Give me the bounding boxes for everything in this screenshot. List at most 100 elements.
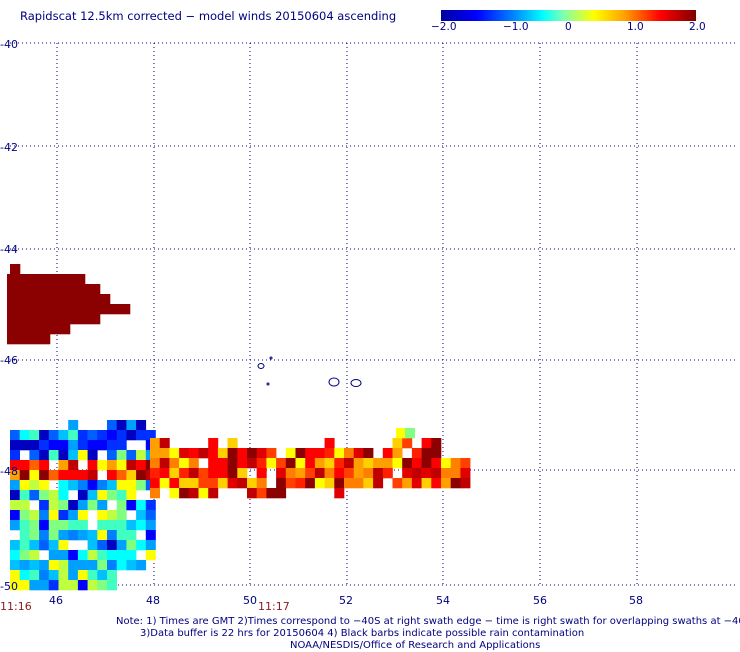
wind-cell xyxy=(65,274,86,285)
wind-cell xyxy=(136,560,147,571)
wind-cell xyxy=(97,570,108,581)
wind-cell xyxy=(19,430,30,441)
wind-cell xyxy=(48,440,59,451)
wind-cell xyxy=(295,458,306,469)
wind-cell xyxy=(58,450,69,461)
wind-cell xyxy=(116,530,127,541)
wind-cell xyxy=(150,468,160,479)
wind-cell xyxy=(10,450,20,461)
wind-cell xyxy=(145,430,156,441)
wind-cell xyxy=(39,520,50,531)
wind-cell xyxy=(305,458,316,469)
wind-cell xyxy=(159,458,170,469)
wind-cell xyxy=(247,458,257,469)
wind-cell xyxy=(39,580,50,591)
wind-cell xyxy=(19,580,30,591)
wind-cell xyxy=(169,448,180,459)
wind-cell xyxy=(7,284,101,295)
wind-cell xyxy=(334,478,345,489)
wind-cell xyxy=(460,458,471,469)
wind-cell xyxy=(145,540,156,551)
wind-cell xyxy=(353,478,364,489)
wind-cell xyxy=(48,560,59,571)
wind-cell xyxy=(116,500,127,511)
wind-cell xyxy=(314,478,325,489)
wind-cell xyxy=(411,478,422,489)
wind-cell xyxy=(10,510,20,521)
wind-cell xyxy=(344,478,354,489)
wind-cell xyxy=(19,540,30,551)
rain-contour xyxy=(350,379,362,387)
wind-cell xyxy=(179,448,190,459)
wind-cell xyxy=(217,458,228,469)
wind-cell xyxy=(87,490,98,501)
wind-cell xyxy=(7,294,111,305)
wind-cell xyxy=(68,460,79,471)
wind-cell xyxy=(10,264,21,275)
wind-cell xyxy=(295,478,306,489)
wind-cell xyxy=(411,468,422,479)
wind-cell xyxy=(382,448,393,459)
wind-cell xyxy=(116,490,127,501)
wind-cell xyxy=(441,458,451,469)
wind-cell xyxy=(19,480,30,491)
time-label: 11:17 xyxy=(258,600,290,613)
wind-cell xyxy=(116,470,127,481)
wind-cell xyxy=(217,468,228,479)
wind-cell xyxy=(411,448,422,459)
wind-cell xyxy=(402,478,413,489)
wind-cell xyxy=(266,488,277,499)
lat-label: -44 xyxy=(0,243,18,256)
wind-cell xyxy=(48,490,59,501)
wind-cell xyxy=(107,520,117,531)
wind-cell xyxy=(39,510,50,521)
wind-cell xyxy=(247,478,257,489)
wind-cell xyxy=(208,458,219,469)
wind-cell xyxy=(97,560,108,571)
wind-cell xyxy=(126,460,137,471)
wind-cell xyxy=(10,430,20,441)
lat-lon-grid xyxy=(10,42,735,587)
wind-cell xyxy=(39,480,50,491)
wind-cell xyxy=(10,480,20,491)
wind-cell xyxy=(136,460,147,471)
wind-cell xyxy=(87,570,98,581)
wind-cell xyxy=(48,510,59,521)
wind-cell xyxy=(208,468,219,479)
wind-cell xyxy=(87,500,98,511)
wind-cell xyxy=(19,490,30,501)
wind-cell xyxy=(150,488,160,499)
wind-cell xyxy=(48,500,59,511)
wind-cell xyxy=(97,530,108,541)
wind-cell xyxy=(10,550,20,561)
wind-cell xyxy=(7,334,51,345)
wind-cell xyxy=(276,468,287,479)
rain-contours xyxy=(257,356,362,387)
wind-cell xyxy=(285,478,296,489)
wind-cell xyxy=(10,440,20,451)
wind-cell xyxy=(39,430,50,441)
wind-cell xyxy=(97,460,108,471)
wind-cell xyxy=(237,448,248,459)
wind-cell xyxy=(29,520,40,531)
wind-cell xyxy=(39,490,50,501)
wind-cell xyxy=(68,570,79,581)
lon-label: 58 xyxy=(629,594,643,607)
wind-cell xyxy=(116,560,127,571)
wind-cell xyxy=(19,550,30,561)
wind-cell xyxy=(169,468,180,479)
wind-cell xyxy=(19,500,30,511)
wind-cell xyxy=(324,438,335,449)
map-title: Rapidscat 12.5km corrected − model winds… xyxy=(20,9,397,23)
wind-cell xyxy=(48,580,59,591)
wind-cell xyxy=(39,450,50,461)
wind-cell xyxy=(126,420,137,431)
colorbar-label: 0 xyxy=(565,21,572,33)
wind-cell xyxy=(334,448,345,459)
wind-cell xyxy=(198,478,209,489)
wind-cell xyxy=(441,468,451,479)
wind-cell xyxy=(107,470,117,481)
wind-cell xyxy=(450,478,461,489)
wind-cell xyxy=(87,440,98,451)
